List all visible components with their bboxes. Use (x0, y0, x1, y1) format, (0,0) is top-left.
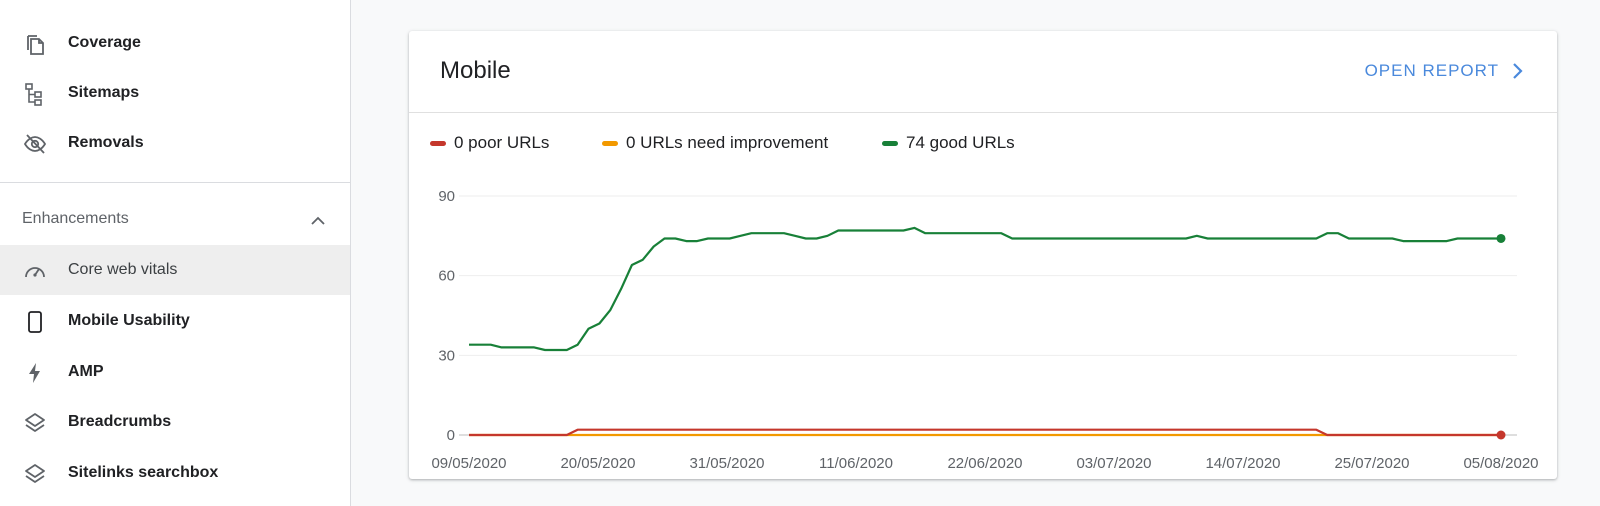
layers-icon (22, 410, 48, 436)
legend-item-good[interactable]: 74 good URLs (882, 133, 1015, 153)
mobile-phone-icon (22, 309, 48, 335)
url-status-line-chart: 0 30 60 90 09/05/2020 20/05/2020 31/05/2020 11/… (431, 188, 1538, 472)
section-title: Enhancements (22, 210, 129, 227)
series-endpoint (1496, 430, 1506, 440)
sidebar-item-breadcrumbs[interactable]: Breadcrumbs (0, 397, 350, 447)
legend-label: 74 good URLs (906, 133, 1015, 152)
coverage-icon (22, 31, 48, 57)
sidebar-item-label: Removals (68, 134, 144, 151)
sidebar-item-sitelinks-searchbox[interactable]: Sitelinks searchbox (0, 448, 350, 498)
x-tick-label: 09/05/2020 (431, 455, 506, 472)
open-report-link[interactable]: OPEN REPORT (1365, 61, 1525, 81)
y-tick-label: 60 (438, 268, 455, 285)
sidebar-item-label: Breadcrumbs (68, 413, 172, 430)
layers-icon (22, 461, 48, 487)
legend-label: 0 URLs need improvement (626, 133, 829, 152)
chevron-up-icon (309, 212, 327, 230)
sidebar-item-label: Sitemaps (68, 84, 140, 101)
enhancements-section-header[interactable]: Enhancements (0, 195, 350, 245)
legend-label: 0 poor URLs (454, 133, 550, 152)
x-tick-label: 20/05/2020 (560, 455, 635, 472)
x-tick-label: 14/07/2020 (1205, 455, 1280, 472)
sidebar-item-label: Coverage (68, 34, 141, 51)
card-divider (409, 112, 1557, 113)
x-tick-label: 05/08/2020 (1463, 455, 1538, 472)
x-tick-label: 11/06/2020 (819, 455, 893, 472)
series-endpoint (1496, 233, 1506, 243)
series-line (469, 428, 1501, 437)
x-tick-label: 03/07/2020 (1076, 455, 1151, 472)
x-tick-label: 22/06/2020 (947, 455, 1022, 472)
legend-item-needs-improvement[interactable]: 0 URLs need improvement (602, 133, 828, 153)
sidebar-item-core-web-vitals[interactable]: Core web vitals (0, 245, 350, 295)
legend-swatch (602, 140, 618, 146)
sidebar-item-label: AMP (68, 363, 104, 380)
legend-item-poor[interactable]: 0 poor URLs (430, 133, 549, 153)
legend-swatch (882, 140, 898, 146)
sidebar-item-amp[interactable]: AMP (0, 347, 350, 397)
removals-icon (22, 131, 48, 157)
sidebar-item-mobile-usability[interactable]: Mobile Usability (0, 296, 350, 346)
lightning-bolt-icon (22, 360, 48, 386)
series-line (469, 226, 1501, 352)
sidebar-divider (0, 182, 350, 183)
y-tick-label: 30 (438, 347, 455, 364)
open-report-label: OPEN REPORT (1364, 61, 1499, 80)
legend-swatch (430, 140, 446, 146)
y-tick-label: 0 (447, 427, 455, 444)
y-tick-label: 90 (438, 188, 455, 205)
sidebar-item-coverage[interactable]: Coverage (0, 18, 350, 68)
x-tick-label: 25/07/2020 (1334, 455, 1409, 472)
speedometer-icon (22, 258, 48, 284)
sidebar-item-sitemaps[interactable]: Sitemaps (0, 68, 350, 118)
sitemaps-icon (22, 81, 48, 107)
x-tick-label: 31/05/2020 (689, 455, 764, 472)
chevron-right-icon (1513, 63, 1523, 79)
card-title: Mobile (440, 57, 511, 84)
sidebar-item-label: Mobile Usability (68, 312, 190, 329)
sidebar-item-label: Core web vitals (68, 261, 178, 278)
mobile-report-card: Mobile OPEN REPORT 0 poor URLs 0 URLs ne… (409, 31, 1557, 479)
sidebar-item-removals[interactable]: Removals (0, 118, 350, 168)
sidebar: Coverage Sitemaps Removals Enhancements … (0, 0, 351, 506)
sidebar-item-label: Sitelinks searchbox (68, 464, 219, 481)
